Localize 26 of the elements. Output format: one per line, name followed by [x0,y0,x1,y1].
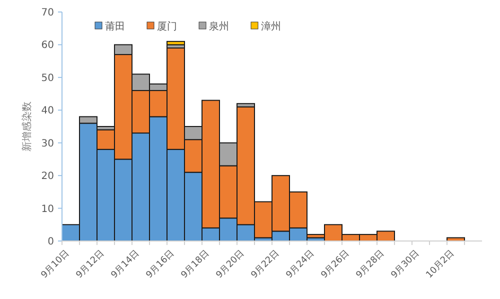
x-tick-label: 9月10日 [40,248,72,280]
y-tick-label: 50 [41,72,54,84]
y-tick-label: 70 [41,8,54,18]
y-tick-label: 60 [41,40,54,52]
legend-label: 莆田 [105,20,125,32]
bar [166,40,185,46]
y-tick-label: 30 [41,138,54,150]
x-tick-label: 9月16日 [144,248,177,280]
y-axis-title: 新增感染数 [21,102,33,152]
x-tick-label: 9月30日 [390,248,422,280]
legend-label: 厦门 [157,20,177,32]
x-tick-label: 9月22日 [250,248,282,280]
x-tick-label: 9月18日 [180,248,212,280]
x-tick-label: 9月20日 [214,248,247,280]
y-tick-label: 0 [48,236,54,248]
x-tick-label: 9月28日 [354,248,387,280]
x-tick-label: 9月24日 [284,248,317,280]
x-tick-label: 10月2日 [424,248,457,280]
x-tick-label: 9月14日 [110,248,142,280]
legend-label: 漳州 [261,20,281,32]
x-tick-label: 9月26日 [320,248,352,280]
legend-label: 泉州 [209,20,229,32]
y-tick-label: 10 [41,204,54,215]
y-tick-label: 40 [41,106,54,117]
x-tick-label: 9月12日 [74,248,107,280]
y-tick-label: 20 [41,171,54,182]
